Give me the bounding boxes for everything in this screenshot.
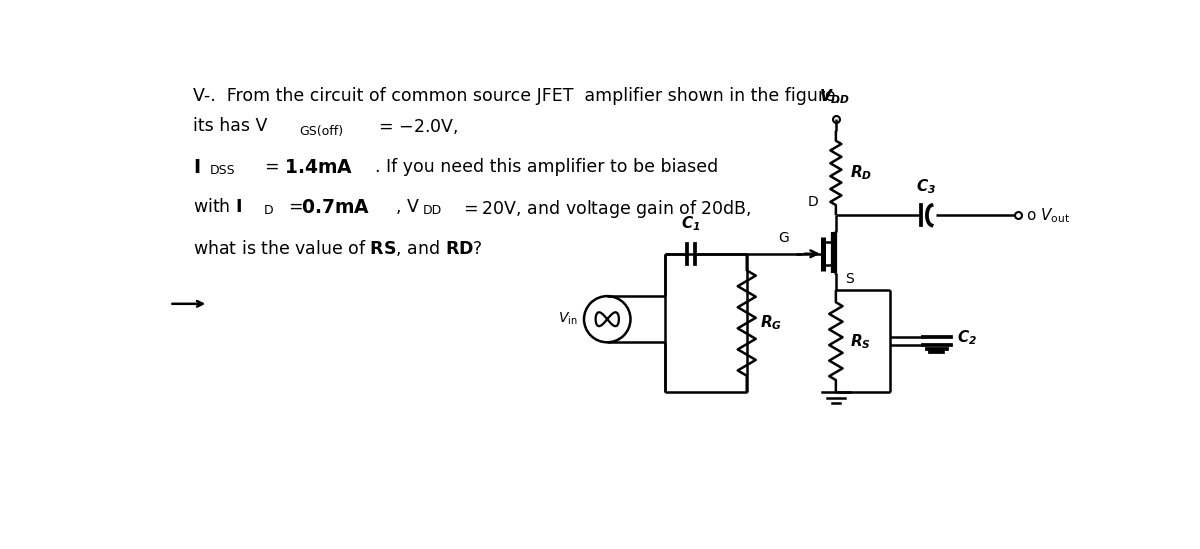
Text: $\bfit{R}_S$: $\bfit{R}_S$ (850, 332, 871, 350)
Text: $\bfit{C}_3$: $\bfit{C}_3$ (917, 177, 937, 196)
Text: D: D (264, 204, 274, 217)
Text: $\bfit{C}_2$: $\bfit{C}_2$ (956, 328, 977, 346)
Text: with $\mathbf{I}$: with $\mathbf{I}$ (193, 198, 242, 216)
Text: D: D (808, 195, 818, 209)
Text: DSS: DSS (210, 165, 235, 177)
Text: $\mathrm{o}\ V_{\mathrm{out}}$: $\mathrm{o}\ V_{\mathrm{out}}$ (1026, 206, 1069, 225)
Text: $\mathbf{I}$: $\mathbf{I}$ (193, 158, 200, 177)
Text: $\bfit{R}_D$: $\bfit{R}_D$ (850, 164, 872, 182)
Text: $\bfit{V}_{DD}$: $\bfit{V}_{DD}$ (818, 87, 850, 106)
Text: $=$: $=$ (256, 158, 286, 176)
Text: $\bfit{R}_G$: $\bfit{R}_G$ (760, 313, 782, 332)
Text: . If you need this amplifier to be biased: . If you need this amplifier to be biase… (374, 158, 718, 176)
Text: G: G (779, 231, 790, 244)
Text: $\bfit{C}_1$: $\bfit{C}_1$ (682, 214, 701, 233)
Text: $\mathbf{0.7mA}$: $\mathbf{0.7mA}$ (301, 198, 371, 216)
Text: , V: , V (396, 198, 419, 216)
Text: V-.  From the circuit of common source JFET  amplifier shown in the figure,: V-. From the circuit of common source JF… (193, 87, 841, 105)
Text: what is the value of $\mathbf{RS}$, and $\mathbf{RD}$?: what is the value of $\mathbf{RS}$, and … (193, 238, 482, 257)
Text: GS(off): GS(off) (300, 125, 343, 138)
Text: DD: DD (422, 204, 442, 217)
Text: its has V: its has V (193, 117, 266, 136)
Text: $=$: $=$ (281, 198, 304, 216)
Text: = $-$2.0V,: = $-$2.0V, (373, 117, 458, 137)
Text: $V_{\mathrm{in}}$: $V_{\mathrm{in}}$ (558, 311, 578, 327)
Text: $\mathbf{1.4mA}$: $\mathbf{1.4mA}$ (284, 158, 353, 177)
Text: S: S (845, 272, 854, 286)
Text: $= 20$V, and voltage gain of 20dB,: $= 20$V, and voltage gain of 20dB, (455, 198, 751, 220)
